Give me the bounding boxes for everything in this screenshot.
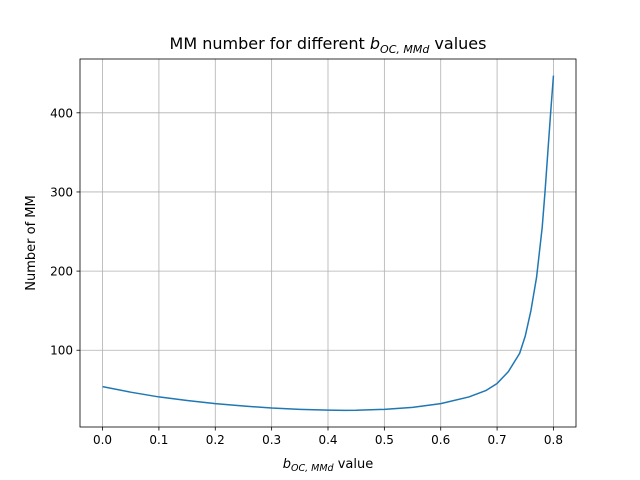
- y-tick-label: 400: [50, 106, 73, 120]
- x-tick-label: 0.5: [375, 433, 394, 447]
- y-tick-label: 200: [50, 265, 73, 279]
- y-tick-label: 100: [50, 344, 73, 358]
- grid: [80, 59, 576, 427]
- x-axis-label: bOC, MMd value: [283, 457, 374, 474]
- x-tick-label: 0.7: [488, 433, 507, 447]
- x-tick-label: 0.8: [544, 433, 563, 447]
- ticks: 0.0 0.1 0.2 0.3 0.4 0.5 0.6 0.7 0.8 100 200 300 400: [50, 106, 563, 447]
- x-tick-label: 0.4: [318, 433, 337, 447]
- x-tick-label: 0.3: [262, 433, 281, 447]
- x-tick-label: 0.0: [93, 433, 112, 447]
- chart-title: MM number for different bOC, MMd values: [170, 34, 487, 56]
- plot-area: [102, 75, 555, 412]
- x-tick-label: 0.6: [431, 433, 450, 447]
- y-tick-label: 300: [50, 185, 73, 199]
- y-axis-label: Number of MM: [24, 195, 39, 290]
- x-tick-label: 0.2: [206, 433, 225, 447]
- series-line: [102, 75, 555, 412]
- x-tick-label: 0.1: [149, 433, 168, 447]
